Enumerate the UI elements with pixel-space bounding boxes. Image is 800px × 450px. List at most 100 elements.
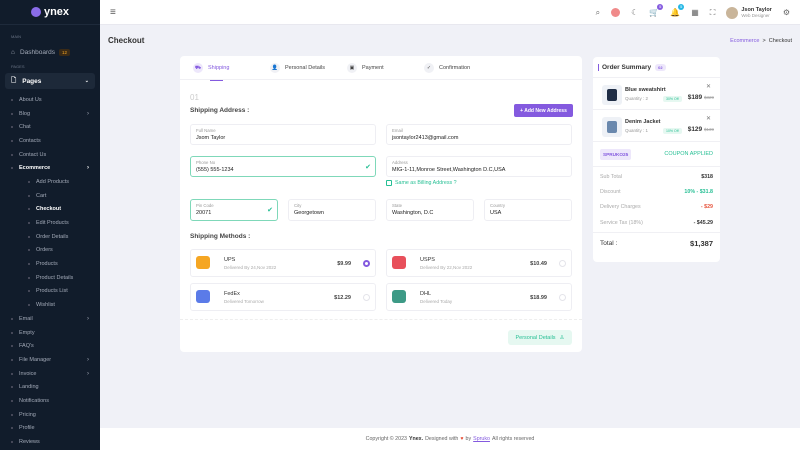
sidebar-item-invoice[interactable]: Invoice › <box>0 367 100 381</box>
sidebar-item-email[interactable]: Email › <box>0 312 100 326</box>
summary-row: Sub Total $318 <box>593 169 720 184</box>
shipping-option-ups[interactable]: UPS Delivered By 24,Nov 2022 $9.99 <box>190 249 376 277</box>
shipping-price: $12.29 <box>334 295 351 301</box>
tab-label: Payment <box>362 64 384 71</box>
country-field[interactable]: Country USA <box>484 199 572 221</box>
sidebar-item-pricing[interactable]: Pricing <box>0 408 100 422</box>
sidebar-item-faq-s[interactable]: FAQ's <box>0 339 100 353</box>
spruko-link[interactable]: Spruko <box>473 436 490 442</box>
radio-button[interactable] <box>363 294 370 301</box>
radio-button[interactable] <box>559 294 566 301</box>
bullet-icon <box>11 399 13 402</box>
logo[interactable]: ynex <box>0 0 100 25</box>
sidebar-item-contact-us[interactable]: Contact Us <box>0 148 100 162</box>
tab-personal-details[interactable]: 👤 Personal Details <box>270 56 347 80</box>
sidebar-item-dashboards[interactable]: ⌂ Dashboards 12 <box>0 44 100 60</box>
label: Chat <box>19 124 31 131</box>
breadcrumb-ecommerce[interactable]: Ecommerce <box>730 38 760 44</box>
tab-payment[interactable]: ▣ Payment <box>347 56 424 80</box>
full-name-field[interactable]: Full Name Jsom Taylor <box>190 124 376 145</box>
bullet-icon <box>28 222 30 225</box>
tab-label: Confirmation <box>439 64 471 71</box>
sidebar-item-checkout[interactable]: Checkout <box>0 203 100 217</box>
delivery-truck-icon <box>392 256 406 269</box>
phone-field[interactable]: Phone No (555) 555-1234 ✔ <box>190 156 376 177</box>
flag-icon[interactable] <box>611 8 621 17</box>
sidebar-item-products-list[interactable]: Products List <box>0 285 100 299</box>
search-icon[interactable]: ⌕ <box>595 7 601 17</box>
sidebar-item-reviews[interactable]: Reviews <box>0 435 100 449</box>
label: Products List <box>36 288 68 295</box>
sidebar-item-landing[interactable]: Landing <box>0 380 100 394</box>
sidebar-item-orders[interactable]: Orders <box>0 244 100 258</box>
user-profile[interactable]: Json Taylor Web Designer <box>726 6 772 19</box>
bullet-icon <box>11 358 13 361</box>
bell-icon[interactable]: 🔔 5 <box>670 4 685 17</box>
radio-button[interactable] <box>559 260 566 267</box>
label: Cart <box>36 192 47 199</box>
checkbox-label: Same as Billing Address ? <box>395 180 457 186</box>
same-as-billing-checkbox[interactable]: Same as Billing Address ? <box>386 180 457 186</box>
radio-button[interactable] <box>363 260 370 267</box>
sidebar-item-wishlist[interactable]: Wishlist <box>0 298 100 312</box>
state-field[interactable]: State Washington, D.C <box>386 199 474 221</box>
shipping-option-dhl[interactable]: DHL Delivered Today $18.99 <box>386 283 572 311</box>
sidebar-item-cart[interactable]: Cart <box>0 189 100 203</box>
gear-icon[interactable]: ⚙ <box>782 8 790 17</box>
bullet-icon <box>11 413 13 416</box>
cart-icon[interactable]: 🛒 5 <box>649 4 664 17</box>
sidebar-item-notifications[interactable]: Notifications <box>0 394 100 408</box>
sidebar: ynex MAIN ⌂ Dashboards 12 PAGES 🗋 Pages ⌄ Ab… <box>0 0 100 450</box>
apps-grid-icon[interactable]: ▦ <box>691 8 699 17</box>
sidebar-item-order-details[interactable]: Order Details <box>0 230 100 244</box>
footer-rights: All rights reserved <box>491 436 535 442</box>
chevron-down-icon: ⌄ <box>84 78 89 84</box>
sidebar-item-edit-products[interactable]: Edit Products <box>0 216 100 230</box>
tab-confirmation[interactable]: ✓ Confirmation <box>424 56 501 80</box>
add-new-address-button[interactable]: + Add New Address <box>514 104 573 117</box>
row-label: Sub Total <box>600 173 622 180</box>
remove-icon[interactable]: ✕ <box>705 116 711 122</box>
delivery-date: Delivered Today <box>420 299 453 304</box>
bullet-icon <box>11 345 13 348</box>
sidebar-item-contacts[interactable]: Contacts <box>0 134 100 148</box>
sidebar-item-ecommerce[interactable]: Ecommerce › <box>0 161 100 175</box>
chevron-right-icon: › <box>87 370 89 377</box>
chevron-right-icon: › <box>87 165 89 172</box>
sidebar-item-profile[interactable]: Profile <box>0 422 100 436</box>
label: Blog <box>19 110 31 117</box>
sidebar-item-product-details[interactable]: Product Details <box>0 271 100 285</box>
tab-shipping[interactable]: ⛟ Shipping <box>193 56 270 81</box>
address-field[interactable]: Address MIG-1-11,Monroe Street,Washington… <box>386 156 572 177</box>
order-summary-title: Order Summary <box>602 63 652 71</box>
sidebar-item-about-us[interactable]: About Us <box>0 93 100 107</box>
email-field[interactable]: Email jsontaylor2413@gmail.com <box>386 124 572 145</box>
label: Profile <box>19 425 35 432</box>
field-label: Phone No <box>196 160 216 165</box>
bullet-icon <box>11 317 13 320</box>
checkbox-icon <box>386 180 392 186</box>
shipping-option-usps[interactable]: USPS Delivered By 22,Nov 2022 $10.49 <box>386 249 572 277</box>
sidebar-item-file-manager[interactable]: File Manager › <box>0 353 100 367</box>
bullet-icon <box>28 290 30 293</box>
sidebar-item-blog[interactable]: Blog › <box>0 107 100 121</box>
sidebar-item-empty[interactable]: Empty <box>0 326 100 340</box>
button-label: Personal Details <box>515 334 556 341</box>
sidebar-item-chat[interactable]: Chat <box>0 120 100 134</box>
sidebar-item-add-products[interactable]: Add Products <box>0 175 100 189</box>
shipping-address-heading: Shipping Address : <box>190 107 250 114</box>
tab-label: Shipping <box>208 64 230 71</box>
shipping-option-fedex[interactable]: FedEx Delivered Tomorrow $12.29 <box>190 283 376 311</box>
next-personal-details-button[interactable]: Personal Details ♙ <box>508 330 572 345</box>
remove-icon[interactable]: ✕ <box>705 84 711 90</box>
city-field[interactable]: City Georgetown <box>288 199 376 221</box>
fullscreen-icon[interactable]: ⛶ <box>709 7 716 17</box>
sidebar-item-products[interactable]: Products <box>0 257 100 271</box>
summary-row: Service Tax (18%) - $45.29 <box>593 215 720 230</box>
pin-code-field[interactable]: Pin Code 20071 ✔ <box>190 199 278 221</box>
moon-icon[interactable]: ☾ <box>631 8 639 17</box>
menu-toggle-icon[interactable]: ≡ <box>110 6 116 18</box>
label: Wishlist <box>36 302 55 309</box>
sidebar-item-pages[interactable]: 🗋 Pages ⌄ <box>5 73 95 89</box>
breadcrumb: Ecommerce > Checkout <box>730 38 792 44</box>
